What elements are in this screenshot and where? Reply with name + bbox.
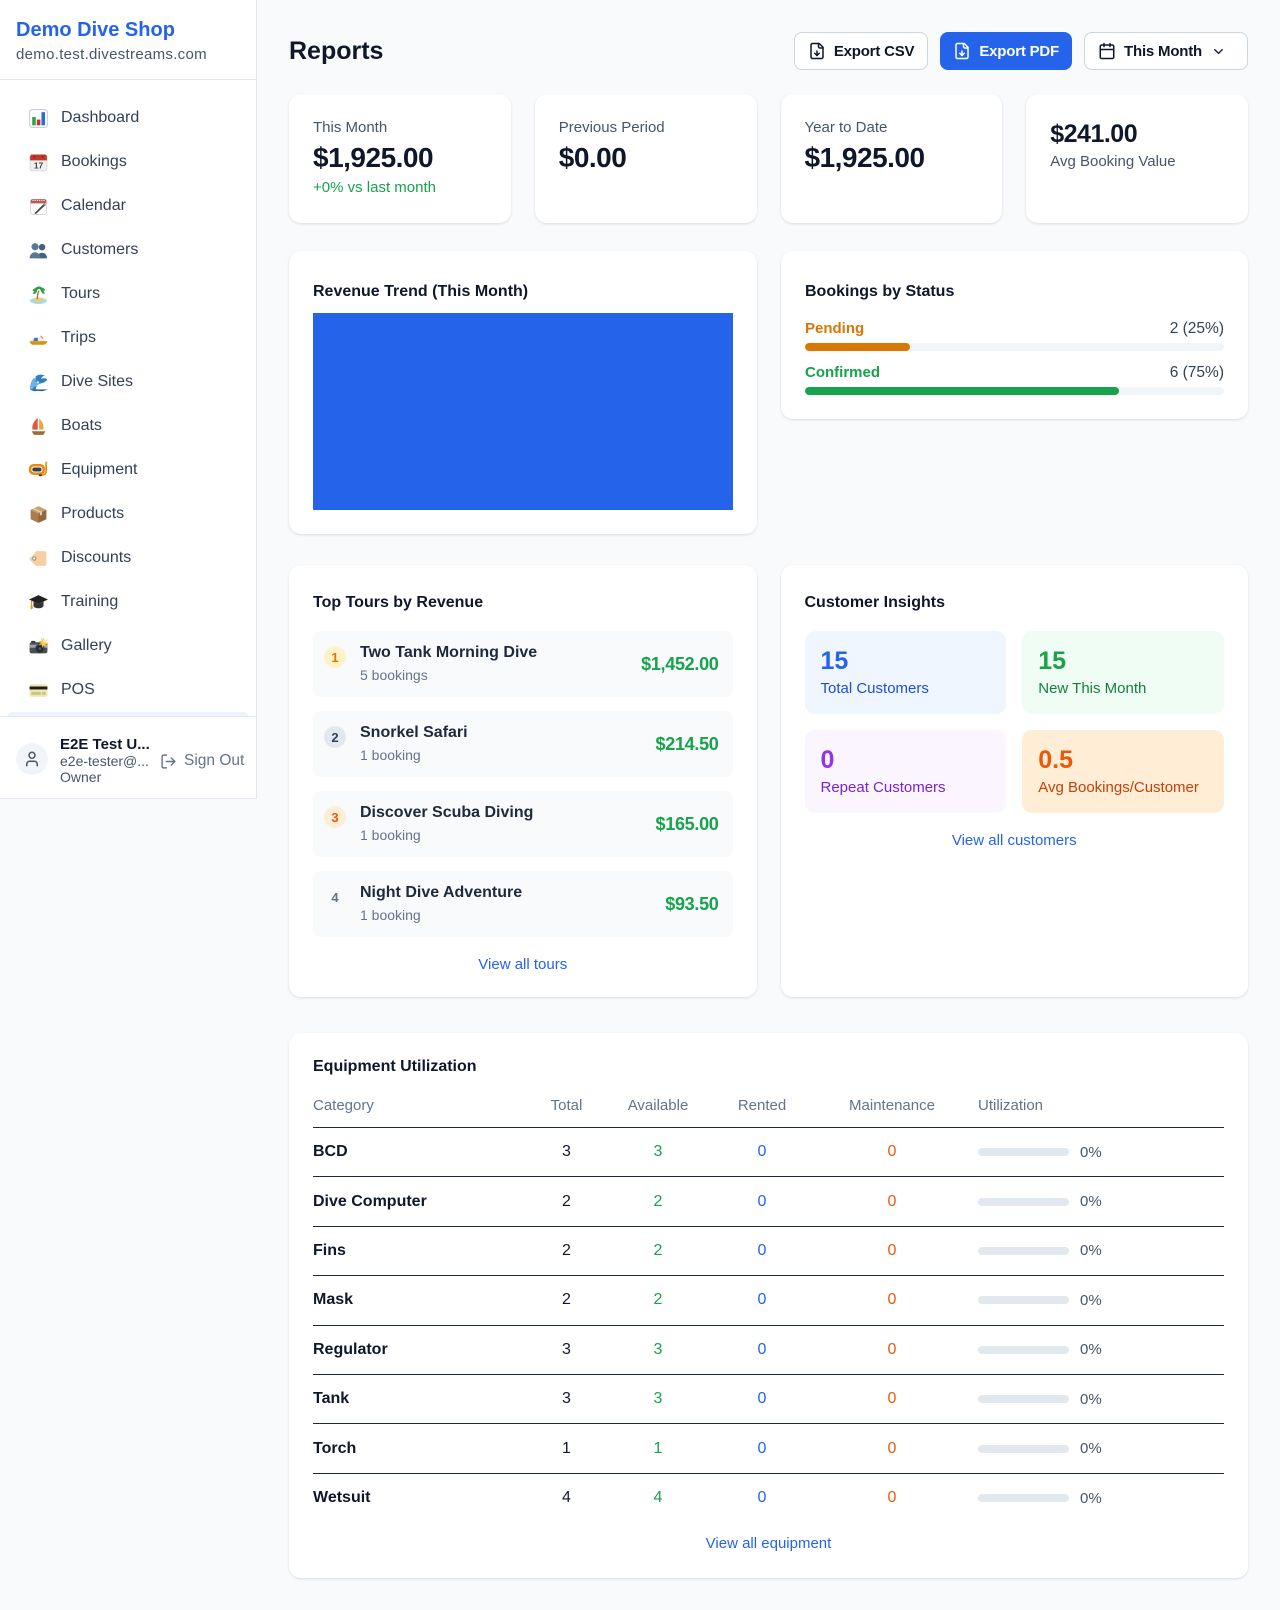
svg-text:17: 17 [34, 160, 44, 170]
